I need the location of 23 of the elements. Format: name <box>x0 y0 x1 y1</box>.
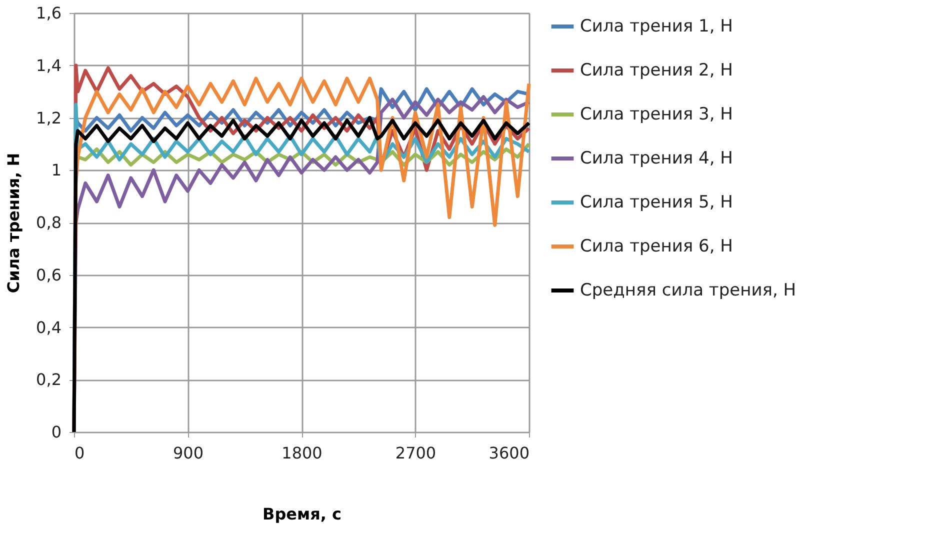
legend-label: Сила трения 3, Н <box>580 104 733 124</box>
legend-label: Сила трения 6, Н <box>580 236 733 256</box>
legend-label: Сила трения 1, Н <box>580 16 733 36</box>
y-axis-title: Сила трения, Н <box>4 152 24 294</box>
y-tick-label: 1 <box>51 160 62 180</box>
y-tick-label: 0,2 <box>36 370 62 390</box>
x-tick-label: 0 <box>74 444 85 462</box>
y-tick-label: 0,8 <box>36 213 62 232</box>
legend-label: Сила трения 5, Н <box>580 192 733 212</box>
y-tick-label: 0,6 <box>36 265 62 284</box>
legend-label: Сила трения 2, Н <box>580 60 733 80</box>
legend-label: Средняя сила трения, Н <box>580 280 796 300</box>
x-tick-label: 2700 <box>395 444 436 462</box>
y-tick-label: 0,4 <box>36 318 62 337</box>
x-tick-label: 3600 <box>488 444 530 462</box>
y-tick-label: 1,6 <box>36 4 62 22</box>
legend-label: Сила трения 4, Н <box>580 148 733 168</box>
x-tick-label: 1800 <box>282 444 322 462</box>
y-tick-label: 1,4 <box>36 56 62 75</box>
y-tick-label: 1,2 <box>36 108 62 128</box>
x-tick-label: 900 <box>172 444 204 462</box>
y-tick-label: 0 <box>51 422 62 442</box>
x-axis-title: Время, с <box>262 504 342 524</box>
